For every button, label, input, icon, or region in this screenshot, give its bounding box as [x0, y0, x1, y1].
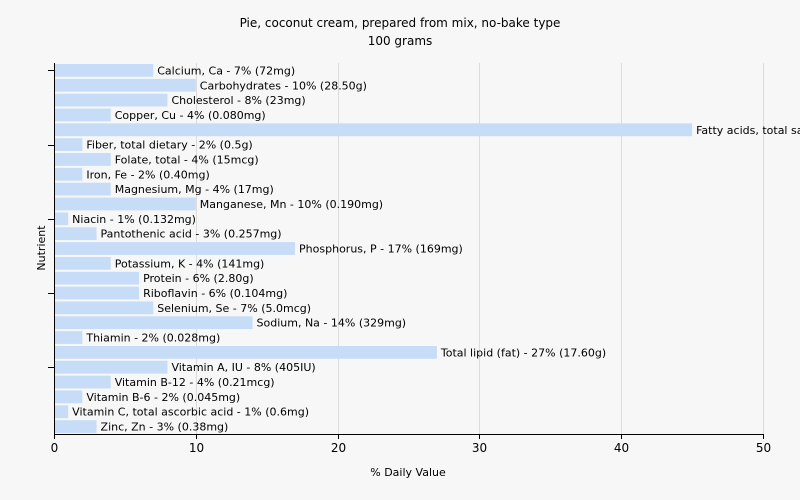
- y-axis-label: Nutrient: [35, 225, 48, 271]
- bar: [55, 301, 154, 315]
- bar: [55, 197, 196, 211]
- bar-label: Sodium, Na - 14% (329mg): [257, 317, 407, 330]
- bar-label: Potassium, K - 4% (141mg): [115, 257, 265, 270]
- bar-label: Vitamin C, total ascorbic acid - 1% (0.6…: [72, 406, 309, 419]
- bar-label: Phosphorus, P - 17% (169mg): [299, 243, 463, 256]
- x-axis-label: % Daily Value: [370, 466, 446, 479]
- bar-label: Calcium, Ca - 7% (72mg): [157, 64, 295, 77]
- bar-label: Riboflavin - 6% (0.104mg): [143, 287, 287, 300]
- bars: [55, 64, 693, 433]
- bar: [55, 331, 83, 344]
- bar-label: Vitamin B-12 - 4% (0.21mcg): [115, 376, 275, 389]
- bar: [55, 93, 168, 107]
- bar-label: Fatty acids, total saturated - 45% (8.93…: [696, 124, 800, 137]
- bar-label: Niacin - 1% (0.132mg): [72, 213, 196, 226]
- bar: [55, 390, 83, 404]
- bar: [55, 153, 111, 166]
- bar: [55, 78, 196, 92]
- bar-label: Total lipid (fat) - 27% (17.60g): [440, 346, 606, 359]
- x-tick-label: 40: [614, 441, 629, 455]
- bar-labels: Calcium, Ca - 7% (72mg) Carbohydrates - 1…: [72, 64, 800, 433]
- bar: [55, 123, 693, 137]
- x-tick-label: 30: [472, 441, 487, 455]
- bar: [55, 271, 140, 285]
- x-tick-label: 10: [189, 441, 204, 455]
- bar-label: Copper, Cu - 4% (0.080mg): [115, 109, 266, 122]
- bar: [55, 242, 296, 255]
- bar: [55, 375, 111, 389]
- bar: [55, 182, 111, 196]
- bar: [55, 405, 69, 419]
- bar: [55, 286, 140, 300]
- x-tick-label: 20: [331, 441, 346, 455]
- bar-label: Selenium, Se - 7% (5.0mcg): [157, 302, 311, 315]
- bar-label: Pantothenic acid - 3% (0.257mg): [101, 228, 282, 241]
- bar-label: Vitamin B-6 - 2% (0.045mg): [86, 391, 240, 404]
- axes: 0 10 20 30 40 50: [48, 63, 771, 455]
- bar: [55, 108, 111, 122]
- bar-label: Iron, Fe - 2% (0.40mg): [86, 168, 209, 181]
- bar: [55, 256, 111, 270]
- bar-label: Cholesterol - 8% (23mg): [171, 94, 305, 107]
- bar-label: Magnesium, Mg - 4% (17mg): [115, 183, 274, 196]
- bar: [55, 138, 83, 152]
- bar: [55, 316, 253, 330]
- bar-label: Fiber, total dietary - 2% (0.5g): [86, 139, 252, 152]
- bar: [55, 212, 69, 226]
- bar-label: Vitamin A, IU - 8% (405IU): [171, 361, 315, 374]
- chart-subtitle: 100 grams: [368, 34, 433, 48]
- x-tick-label: 50: [756, 441, 771, 455]
- bar-label: Manganese, Mn - 10% (0.190mg): [200, 198, 383, 211]
- bar: [55, 360, 168, 374]
- chart-title: Pie, coconut cream, prepared from mix, n…: [240, 16, 561, 30]
- bar: [55, 227, 97, 241]
- bar: [55, 345, 437, 359]
- bar-label: Zinc, Zn - 3% (0.38mg): [101, 421, 229, 434]
- x-tick-label: 0: [51, 441, 59, 455]
- bar: [55, 64, 154, 77]
- bar-label: Folate, total - 4% (15mcg): [115, 153, 259, 166]
- bar: [55, 167, 83, 181]
- bar-label: Protein - 6% (2.80g): [143, 272, 254, 285]
- bar-label: Thiamin - 2% (0.028mg): [85, 332, 220, 345]
- bar-label: Carbohydrates - 10% (28.50g): [200, 79, 367, 92]
- bar: [55, 420, 97, 433]
